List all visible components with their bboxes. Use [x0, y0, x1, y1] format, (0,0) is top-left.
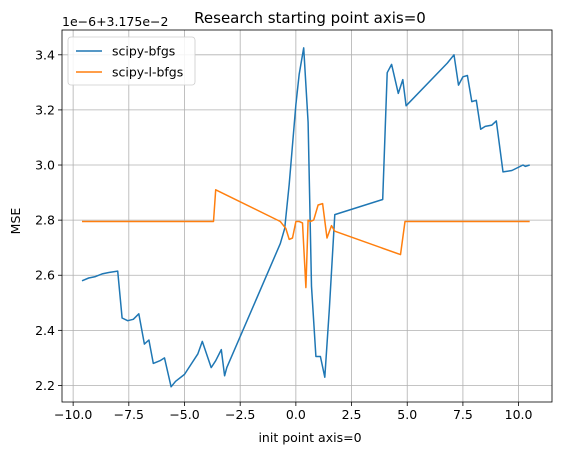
grid [62, 30, 552, 402]
x-tick-label: 5.0 [397, 407, 417, 422]
y-axis-offset-text: 1e−6+3.175e−2 [62, 14, 168, 29]
legend-box [67, 36, 196, 86]
axis-ticks: −10.0 −7.5 −5.0 −2.5 0.0 2.5 5.0 7.5 10.0 2.2 2.4 2… [35, 47, 532, 422]
chart-title: Research starting point axis=0 [194, 9, 426, 27]
x-tick-label: −10.0 [54, 407, 92, 422]
y-tick-label: 3.0 [35, 158, 55, 173]
y-tick-label: 2.2 [35, 378, 55, 393]
x-tick-label: 10.0 [505, 407, 533, 422]
y-tick-label: 3.4 [35, 47, 55, 62]
y-tick-label: 3.2 [35, 102, 55, 117]
y-tick-label: 2.4 [35, 323, 55, 338]
plot-frame [61, 29, 553, 403]
x-tick-label: −2.5 [225, 407, 255, 422]
x-tick-label: 2.5 [342, 407, 362, 422]
series-line-scipy-bfgs [81, 47, 530, 388]
series-lines [81, 47, 530, 388]
x-tick-label: 0.0 [286, 407, 306, 422]
legend-label-scipy-bfgs: scipy-bfgs [112, 44, 175, 59]
x-axis-label: init point axis=0 [258, 430, 361, 445]
y-tick-label: 2.8 [35, 213, 55, 228]
x-tick-label: −7.5 [114, 407, 144, 422]
y-tick-label: 2.6 [35, 268, 55, 283]
series-line-scipy-l-bfgs [82, 189, 530, 289]
legend-label-scipy-l-bfgs: scipy-l-bfgs [112, 65, 183, 80]
plot-area-border [61, 29, 553, 403]
x-tick-label: 7.5 [453, 407, 473, 422]
legend: scipy-bfgs scipy-l-bfgs [67, 36, 196, 86]
y-axis-label: MSE [8, 208, 23, 235]
x-tick-label: −5.0 [169, 407, 199, 422]
